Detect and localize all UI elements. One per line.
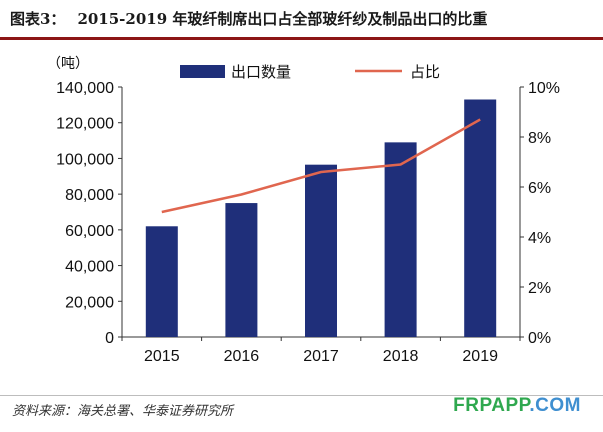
y-tick-label-left: 20,000 xyxy=(65,294,114,311)
watermark-text-suffix: .COM xyxy=(529,395,581,416)
header-rule xyxy=(0,37,603,40)
x-tick-label: 2016 xyxy=(224,348,260,365)
y-tick-label-right: 6% xyxy=(528,180,551,197)
legend: 出口数量 占比 xyxy=(180,63,440,81)
y-axis-unit: （吨） xyxy=(47,56,89,72)
y-tick-label-right: 10% xyxy=(528,80,560,97)
bar xyxy=(145,226,178,337)
watermark-logo: FRPAPP.COM xyxy=(453,395,581,417)
y-tick-label-right: 2% xyxy=(528,280,551,297)
y-tick-label-left: 80,000 xyxy=(65,187,114,204)
footer-rule xyxy=(0,395,603,396)
y-tick-label-left: 40,000 xyxy=(65,259,114,276)
source-note: 资料来源：海关总署、华泰证券研究所 xyxy=(12,404,234,419)
legend-label-line: 占比 xyxy=(410,63,440,81)
legend-label-bar: 出口数量 xyxy=(231,63,291,81)
y-tick-label-right: 8% xyxy=(528,130,551,147)
x-tick-label: 2015 xyxy=(144,348,180,365)
x-tick-label: 2019 xyxy=(462,348,498,365)
legend-swatch-bar xyxy=(180,65,225,78)
chart-header: 图表3： 2015-2019 年玻纤制席出口占全部玻纤纱及制品出口的比重 xyxy=(0,0,603,36)
bar xyxy=(384,142,417,337)
chart-title: 2015-2019 年玻纤制席出口占全部玻纤纱及制品出口的比重 xyxy=(77,9,488,28)
chart-area: 0 20,000 40,000 60,000 80,000 100,000 120,000 1… xyxy=(47,56,560,365)
bar xyxy=(225,203,258,337)
x-tick-label: 2017 xyxy=(303,348,339,365)
line-series xyxy=(161,118,481,214)
x-tick-label: 2018 xyxy=(383,348,419,365)
bar xyxy=(305,164,337,337)
axes: 0 20,000 40,000 60,000 80,000 100,000 120,000 1… xyxy=(47,56,560,365)
y-tick-label-left: 100,000 xyxy=(56,151,114,168)
y-tick-label-left: 120,000 xyxy=(56,116,114,133)
y-tick-label-right: 0% xyxy=(528,330,551,347)
y-tick-label-right: 4% xyxy=(528,230,551,247)
y-tick-label-left: 0 xyxy=(105,330,114,347)
y-tick-label-left: 140,000 xyxy=(56,80,114,97)
bar xyxy=(464,99,497,337)
watermark-text-main: FRPAPP xyxy=(453,395,530,416)
y-tick-label-left: 60,000 xyxy=(65,223,114,240)
bar-series xyxy=(145,99,497,337)
figure-number: 图表3： xyxy=(10,9,66,28)
